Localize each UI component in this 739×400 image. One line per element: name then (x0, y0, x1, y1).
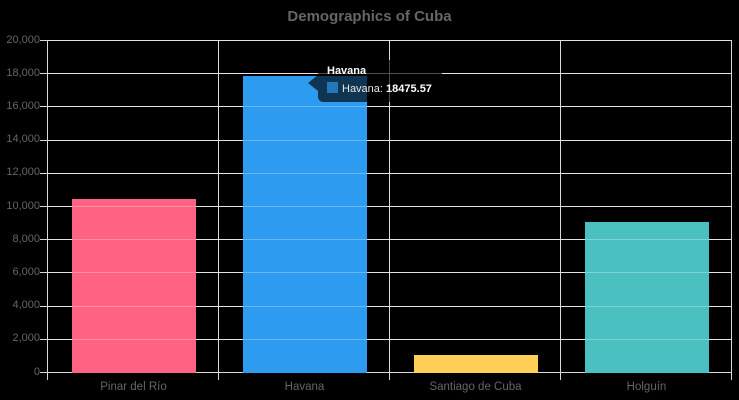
y-axis-label: 20,000 (6, 33, 40, 46)
y-gridline (48, 239, 732, 241)
y-gridline (48, 206, 732, 207)
y-axis-tick (40, 206, 48, 207)
y-gridline-overlay (48, 239, 732, 241)
x-axis-tick (389, 373, 390, 380)
y-gridline-overlay (48, 172, 732, 174)
y-axis-tick (40, 239, 48, 241)
y-gridline-overlay (48, 305, 732, 307)
x-axis-tick (560, 373, 561, 380)
y-axis-label: 14,000 (6, 133, 40, 146)
bar-pinar-del-rio[interactable] (71, 198, 196, 373)
y-axis-tick (40, 73, 48, 75)
x-axis-tick (218, 373, 219, 380)
y-gridline-overlay (48, 206, 732, 207)
chart-title: Demographics of Cuba (287, 8, 452, 25)
bar-havana[interactable] (242, 75, 367, 373)
y-axis-label: 10,000 (6, 199, 40, 212)
x-gridline (389, 41, 390, 373)
y-axis-tick (40, 305, 48, 307)
y-gridline-overlay (48, 338, 732, 340)
y-gridline (48, 139, 732, 141)
y-axis-tick (40, 106, 48, 108)
x-axis-label-santiago-de-cuba: Santiago de Cuba (429, 381, 522, 393)
x-gridline (47, 41, 48, 373)
tooltip: Havana Havana: 18475.57 (308, 60, 442, 102)
y-axis-label: 18,000 (6, 66, 40, 79)
bar-holguin[interactable] (584, 221, 709, 373)
y-gridline-overlay (48, 139, 732, 141)
y-gridline-overlay (48, 40, 732, 41)
y-gridline (48, 305, 732, 307)
x-gridline (560, 41, 561, 373)
x-axis-label-havana: Havana (284, 381, 325, 393)
y-axis-tick (40, 338, 48, 340)
y-axis-label: 16,000 (6, 99, 40, 112)
bar-santiago-de-cuba[interactable] (413, 355, 538, 373)
x-axis-tick (731, 373, 732, 380)
y-gridline (48, 40, 732, 41)
x-gridline (731, 41, 732, 373)
tooltip-separator: : (379, 83, 387, 95)
y-axis-label: 12,000 (6, 166, 40, 179)
y-gridline (48, 272, 732, 274)
y-gridline (48, 372, 732, 373)
y-axis-tick (40, 40, 48, 41)
x-axis-label-pinar-del-rio: Pinar del Río (100, 381, 167, 393)
y-axis-tick (40, 272, 48, 274)
y-gridline-overlay (48, 272, 732, 274)
tooltip-caret (308, 75, 318, 91)
y-axis-tick (40, 372, 48, 373)
y-gridline (48, 338, 732, 340)
y-axis-label: 2,000 (12, 332, 40, 345)
y-gridline (48, 172, 732, 174)
tooltip-series-marker-icon (327, 82, 338, 93)
y-gridline-overlay (48, 106, 732, 108)
x-axis-label-holguin: Holguín (626, 381, 667, 393)
tooltip-value: 18475.57 (386, 83, 432, 95)
y-axis-label: 8,000 (12, 232, 40, 245)
y-axis-tick (40, 139, 48, 141)
tooltip-header: Havana (327, 65, 367, 77)
x-gridline (218, 41, 219, 373)
x-axis-tick (47, 373, 48, 380)
y-axis-label: 4,000 (12, 299, 40, 312)
y-gridline (48, 106, 732, 108)
tooltip-series-name: Havana (342, 83, 380, 95)
y-axis-label: 6,000 (12, 265, 40, 278)
y-axis-label: 0 (33, 365, 40, 378)
y-axis-tick (40, 172, 48, 174)
tooltip-body: Havana: 18475.57 (327, 82, 432, 96)
